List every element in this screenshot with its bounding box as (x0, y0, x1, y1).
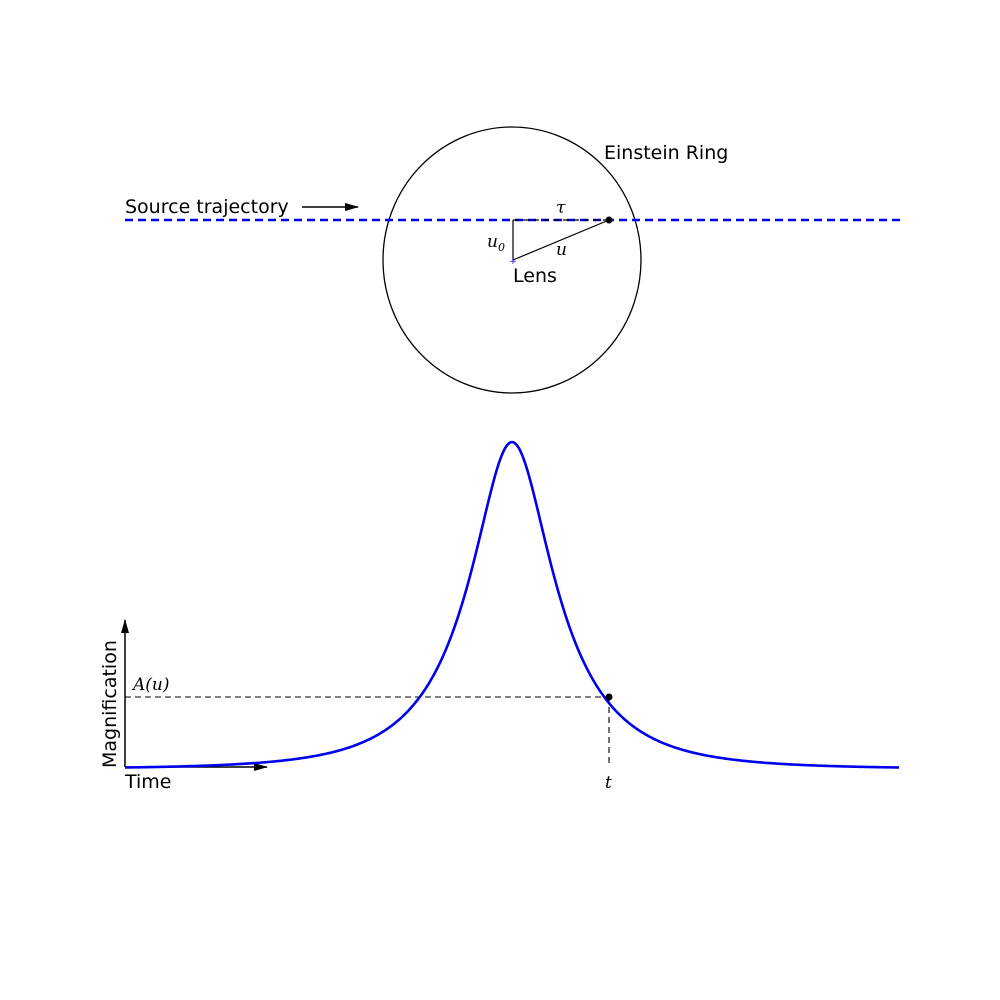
einstein-ring-label: Einstein Ring (604, 142, 728, 164)
time-axis-label: Time (124, 771, 172, 793)
lens-marker: + (509, 257, 517, 267)
magnification-axis-label: Magnification (99, 640, 121, 768)
source-trajectory-label: Source trajectory (125, 196, 289, 218)
u0-label-sub: 0 (498, 241, 505, 254)
u-label: u (556, 240, 567, 260)
t-label: t (605, 773, 612, 793)
u0-label-base: u (487, 232, 498, 252)
lens-label: Lens (513, 265, 557, 287)
tau-label: τ (556, 198, 566, 218)
u-segment (512, 219, 610, 261)
current-time-dot (605, 693, 613, 701)
u0-label: u0 (487, 232, 505, 254)
light-curve (124, 440, 900, 769)
source-position-dot (605, 216, 613, 224)
einstein-ring-circle (382, 126, 642, 394)
amplification-label: A(u) (131, 675, 170, 695)
